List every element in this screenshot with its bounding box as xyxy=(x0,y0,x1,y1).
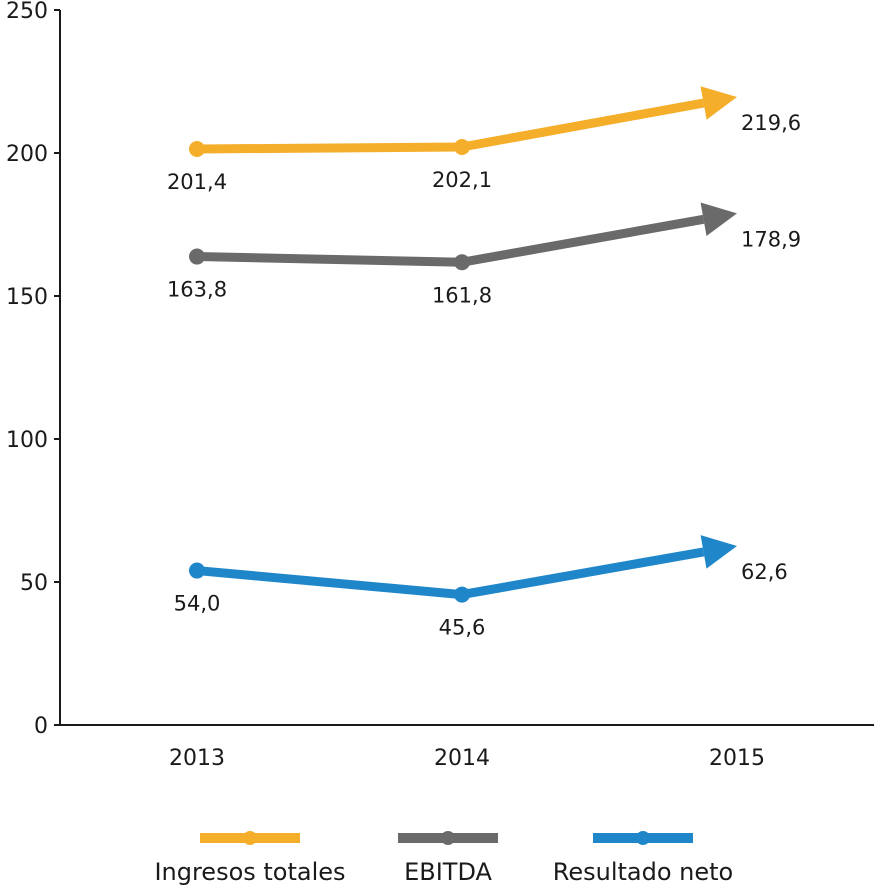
y-tick-label: 150 xyxy=(6,285,48,310)
data-label: 161,8 xyxy=(432,283,492,307)
series-1 xyxy=(189,86,737,157)
x-tick-label: 2014 xyxy=(434,746,490,771)
series-layer xyxy=(189,86,737,603)
data-label: 201,4 xyxy=(167,170,227,194)
series-2 xyxy=(189,202,737,271)
series-arrowhead xyxy=(700,86,737,120)
legend-swatch-dot xyxy=(441,831,455,845)
legend-label: Resultado neto xyxy=(553,858,733,886)
axes: 0 50 100 150 200 250 2013 2014 2015 xyxy=(6,0,874,771)
data-label: 163,8 xyxy=(167,278,227,302)
data-label: 219,6 xyxy=(741,111,801,135)
y-tick-label: 50 xyxy=(20,571,48,596)
series-line xyxy=(196,98,705,154)
y-tick-label: 200 xyxy=(6,142,48,167)
data-point xyxy=(454,586,470,603)
data-point xyxy=(454,254,470,271)
legend-swatch-dot xyxy=(636,831,650,845)
data-labels: 201,4 202,1 219,6 163,8 161,8 178,9 54,0 45,6 62… xyxy=(167,111,801,640)
legend-swatch-dot xyxy=(243,831,257,845)
data-label: 45,6 xyxy=(439,616,486,640)
legend-label: Ingresos totales xyxy=(154,858,345,886)
data-label: 202,1 xyxy=(432,168,492,192)
data-point xyxy=(454,138,470,155)
legend-item: Resultado neto xyxy=(553,831,733,886)
series-arrowhead xyxy=(700,202,737,237)
series-arrowhead xyxy=(700,535,737,569)
legend-item: Ingresos totales xyxy=(154,831,346,886)
legend-item: EBITDA xyxy=(398,831,498,886)
x-tick-label: 2013 xyxy=(169,746,225,771)
data-label: 54,0 xyxy=(174,592,221,616)
series-line xyxy=(196,547,705,600)
y-tick-label: 0 xyxy=(34,714,48,739)
series-3 xyxy=(189,535,737,603)
y-tick-label: 100 xyxy=(6,428,48,453)
legend: Ingresos totales EBITDA Resultado neto xyxy=(154,831,733,886)
x-tick-label: 2015 xyxy=(709,746,765,771)
data-point xyxy=(189,248,205,265)
data-label: 62,6 xyxy=(741,560,788,584)
data-point xyxy=(189,140,205,157)
data-point xyxy=(189,562,205,579)
series-line xyxy=(196,214,705,267)
data-label: 178,9 xyxy=(741,227,801,251)
legend-label: EBITDA xyxy=(404,858,492,886)
y-tick-label: 250 xyxy=(6,0,48,24)
